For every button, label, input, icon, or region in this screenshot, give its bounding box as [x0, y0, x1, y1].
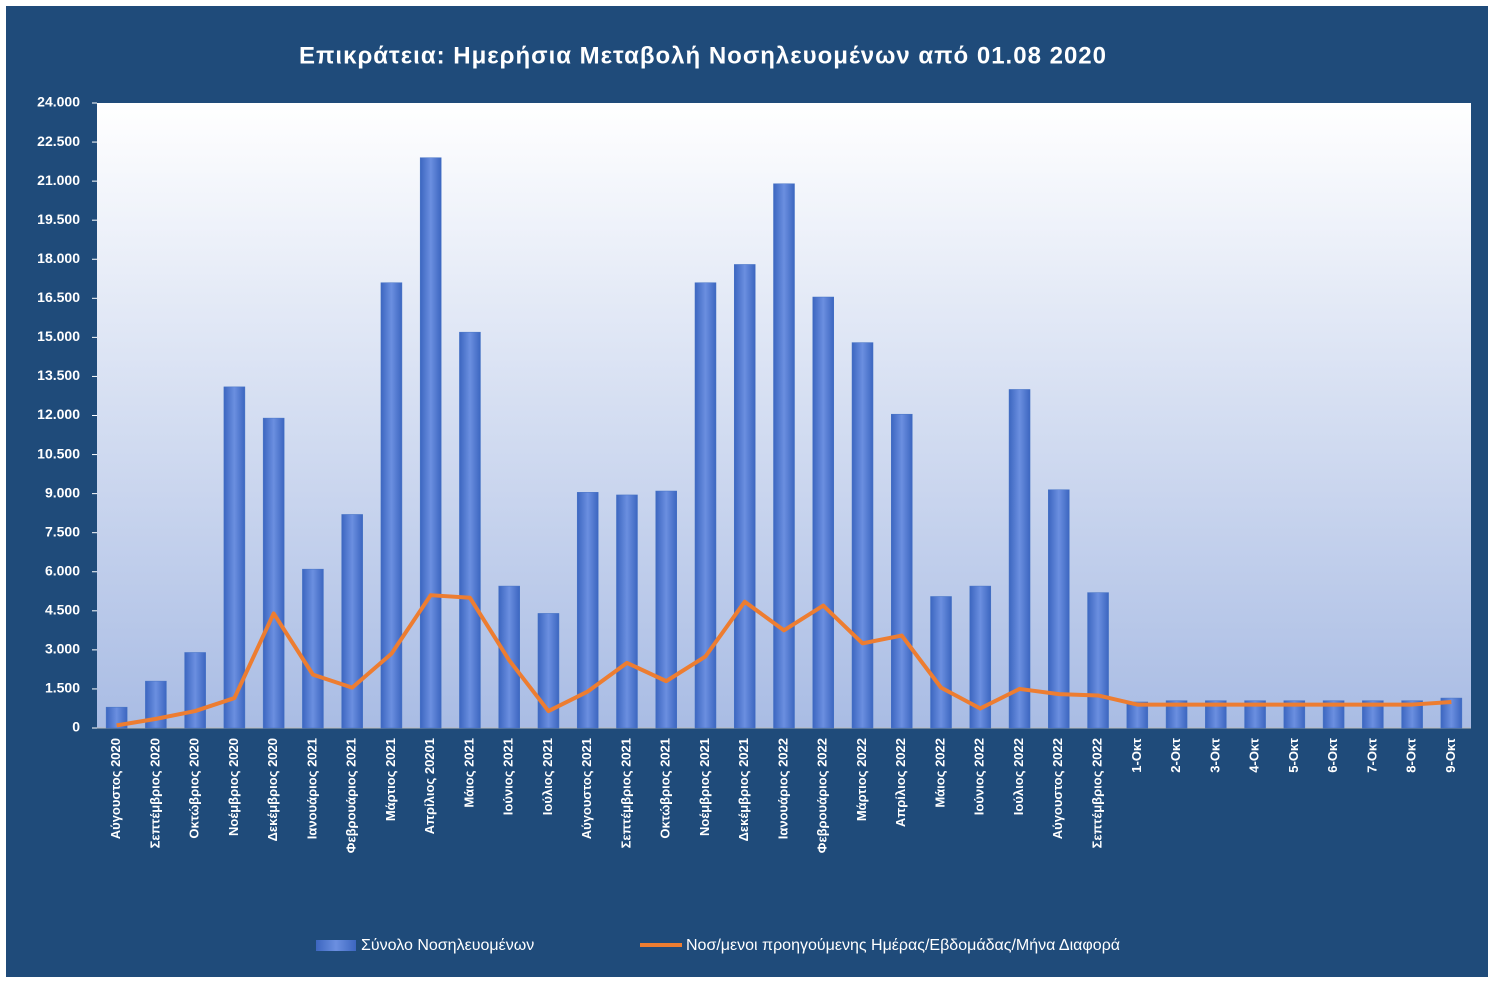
- x-tick-label: Δεκέμβριος 2020: [265, 738, 280, 841]
- x-tick-label: Φεβρουάριος 2021: [344, 738, 359, 853]
- x-tick-label: Ιούλιος 2021: [540, 738, 555, 815]
- x-tick-label: Μάιος 2021: [461, 738, 476, 808]
- y-tick-label: 16.500: [37, 289, 80, 305]
- x-tick-label: Ιούνιος 2022: [972, 738, 987, 815]
- x-tick-label: 7-Οκτ: [1364, 738, 1379, 773]
- x-tick-label: Ιανουάριος 2021: [304, 738, 319, 839]
- bar: [1283, 700, 1306, 729]
- bar: [537, 613, 560, 729]
- x-tick-label: Ιούνιος 2021: [501, 738, 516, 815]
- bar: [223, 386, 246, 729]
- chart-title: Επικράτεια: Ημερήσια Μεταβολή Νοσηλευομέ…: [299, 42, 1107, 69]
- y-tick-label: 19.500: [37, 211, 80, 227]
- bar: [1244, 700, 1266, 729]
- x-tick-label: Φεβρουάριος 2022: [815, 738, 830, 853]
- x-tick-label: Σεπτέμβριος 2020: [147, 738, 162, 848]
- bar: [891, 413, 913, 729]
- x-tick-label: Ιούλιος 2022: [1011, 738, 1026, 815]
- bar: [459, 331, 481, 729]
- x-tick-label: Αύγουστος 2022: [1050, 738, 1065, 839]
- bar: [773, 183, 795, 729]
- legend-label: Νοσ/μενοι προηγούμενης Ημέρας/Εβδομάδας/…: [686, 937, 1120, 954]
- x-tick-label: Δεκέμβριος 2021: [736, 738, 751, 841]
- y-tick-label: 15.000: [37, 328, 80, 344]
- bar: [969, 585, 992, 729]
- bar: [930, 596, 952, 729]
- bar: [1440, 697, 1463, 729]
- bar: [576, 492, 599, 729]
- legend-swatch: [316, 940, 356, 951]
- bar: [733, 264, 756, 729]
- line: [116, 593, 1452, 728]
- y-tick-label: 3.000: [45, 641, 80, 657]
- bar: [380, 282, 403, 729]
- y-tick-label: 18.000: [37, 250, 80, 266]
- bar: [1205, 700, 1227, 729]
- bar: [655, 490, 677, 729]
- y-tick-label: 0: [72, 719, 80, 735]
- bar: [184, 652, 206, 729]
- bar: [1008, 389, 1031, 729]
- y-tick-label: 22.500: [37, 133, 80, 149]
- bar: [1165, 700, 1188, 729]
- bar: [851, 342, 874, 729]
- x-tick-label: Αύγουστος 2020: [108, 738, 123, 839]
- x-tick-label: Ιανουάριος 2022: [775, 738, 790, 839]
- x-tick-label: Νοέμβριος 2020: [226, 738, 241, 836]
- x-tick-label: 6-Οκτ: [1325, 738, 1340, 773]
- x-tick-label: 5-Οκτ: [1286, 738, 1301, 773]
- y-tick-label: 12.000: [37, 406, 80, 422]
- bar: [1322, 700, 1345, 729]
- legend-label: Σύνολο Νοσηλευομένων: [361, 937, 534, 954]
- x-tick-label: 2-Οκτ: [1168, 738, 1183, 773]
- y-tick-label: 21.000: [37, 172, 80, 188]
- bar: [1362, 700, 1384, 729]
- y-tick-label: 24.000: [37, 94, 80, 110]
- y-tick-label: 9.000: [45, 484, 80, 500]
- bar: [262, 417, 285, 729]
- bar: [1401, 700, 1423, 729]
- x-tick-label: Μάιος 2022: [932, 738, 947, 808]
- x-tick-label: Μάρτιος 2022: [854, 738, 869, 821]
- x-tick-label: 4-Οκτ: [1247, 738, 1262, 773]
- y-tick-label: 1.500: [45, 680, 80, 696]
- x-tick-label: 3-Οκτ: [1207, 738, 1222, 773]
- x-tick-label: Σεπτέμβριος 2022: [1089, 738, 1104, 848]
- x-tick-label: Νοέμβριος 2021: [697, 738, 712, 836]
- x-tick-label: 1-Οκτ: [1129, 738, 1144, 773]
- x-tick-label: Οκτώβριος 2021: [658, 738, 673, 839]
- bar: [341, 514, 363, 729]
- x-tick-label: Αύγουστος 2021: [579, 738, 594, 839]
- bar: [694, 282, 717, 729]
- y-tick-label: 4.500: [45, 602, 80, 618]
- bar: [812, 296, 835, 729]
- bar: [616, 494, 638, 729]
- x-tick-label: Απρίλιος 2022: [893, 738, 908, 827]
- bar: [419, 157, 442, 729]
- y-tick-label: 7.500: [45, 523, 80, 539]
- y-tick-label: 13.500: [37, 367, 80, 383]
- bar: [1087, 592, 1109, 729]
- bar: [302, 568, 324, 729]
- y-tick-label: 6.000: [45, 562, 80, 578]
- x-tick-label: Οκτώβριος 2020: [187, 738, 202, 839]
- bar: [1048, 489, 1070, 729]
- x-tick-label: 8-Οκτ: [1404, 738, 1419, 773]
- x-tick-label: 9-Οκτ: [1443, 738, 1458, 773]
- x-tick-label: Σεπτέμβριος 2021: [618, 738, 633, 848]
- bar: [1126, 701, 1149, 729]
- x-tick-label: Απρίλιος 20201: [422, 738, 437, 834]
- x-tick-label: Μάρτιος 2021: [383, 738, 398, 821]
- y-tick-label: 10.500: [37, 445, 80, 461]
